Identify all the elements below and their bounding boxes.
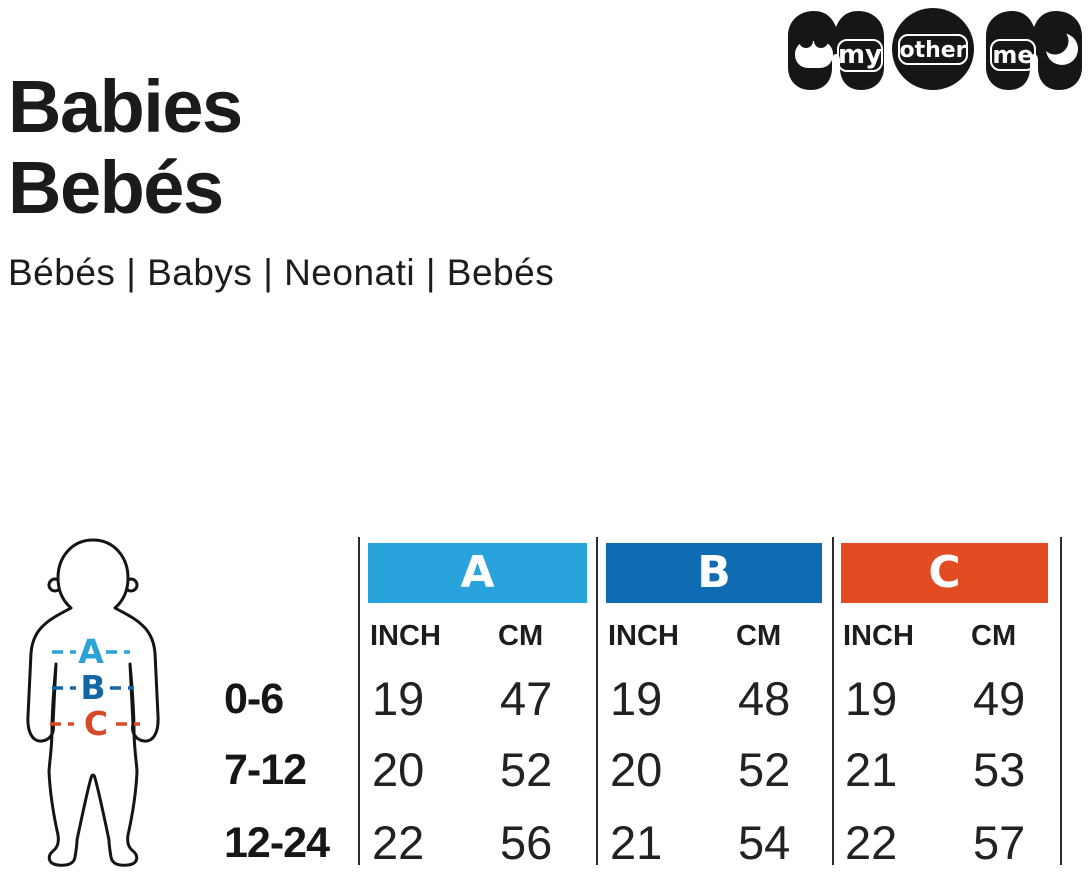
table-cell: 21 [845,743,898,796]
table-cell: 21 [610,816,663,869]
mom-logo: my other me [788,8,1082,90]
table-cell: 22 [845,816,898,869]
table-cell: 20 [610,743,663,796]
baby-measurement-figure: A B C [26,538,160,867]
logo-word-my: my [838,40,882,70]
table-divider [832,537,834,865]
logo-letter-m2: me [986,11,1082,90]
group-c-header: C [841,543,1048,603]
logo-letter-m1: my [788,11,884,90]
size-group-a: A INCH CM 19 47 20 52 22 56 [368,535,587,875]
unit-header-cm: CM [498,620,544,652]
unit-header-inch: INCH [370,620,441,652]
logo-word-me: me [992,41,1033,69]
table-cell: 19 [372,672,425,725]
unit-header-inch: INCH [843,620,914,652]
size-group-b: B INCH CM 19 48 20 52 21 54 [606,535,822,875]
table-cell: 22 [372,816,425,869]
page-title-es: Bebés [8,146,224,229]
figure-label-c: C [84,704,108,743]
table-divider [596,537,598,865]
age-row-label: 7-12 [224,746,307,794]
measure-line-C: C [50,704,140,743]
table-cell: 56 [500,816,553,869]
group-a-header: A [368,543,587,603]
title-block: Babies Bebés Bébés | Babys | Neonati | B… [8,66,554,294]
table-cell: 19 [845,672,898,725]
measure-line-A: A [52,632,130,671]
table-divider [1060,537,1062,865]
table-divider [358,537,360,865]
logo-letter-o: other [892,8,974,90]
age-row-label: 12-24 [224,819,330,867]
baby-outline [26,538,160,867]
table-cell: 52 [500,743,553,796]
table-cell: 52 [738,743,791,796]
page-subtitle-translations: Bébés | Babys | Neonati | Bebés [8,252,555,293]
table-cell: 48 [738,672,791,725]
age-row-label: 0-6 [224,675,284,723]
moon-icon [1041,27,1078,65]
figure-label-a: A [78,632,104,671]
table-cell: 53 [973,743,1026,796]
table-cell: 54 [738,816,791,869]
table-cell: 49 [973,672,1026,725]
unit-header-cm: CM [736,620,782,652]
measure-line-B: B [52,668,134,707]
figure-label-b: B [80,668,105,707]
unit-header-inch: INCH [608,620,679,652]
unit-header-cm: CM [971,620,1017,652]
size-table: 0-6 7-12 12-24 A INCH CM 19 47 20 52 22 … [220,535,1082,875]
table-cell: 19 [610,672,663,725]
table-cell: 57 [973,816,1026,869]
table-cell: 47 [500,672,553,725]
logo-word-other: other [899,38,966,63]
size-group-c: C INCH CM 19 49 21 53 22 57 [841,535,1048,875]
table-cell: 20 [372,743,425,796]
group-b-header: B [606,543,822,603]
page-title-en: Babies [8,65,243,148]
